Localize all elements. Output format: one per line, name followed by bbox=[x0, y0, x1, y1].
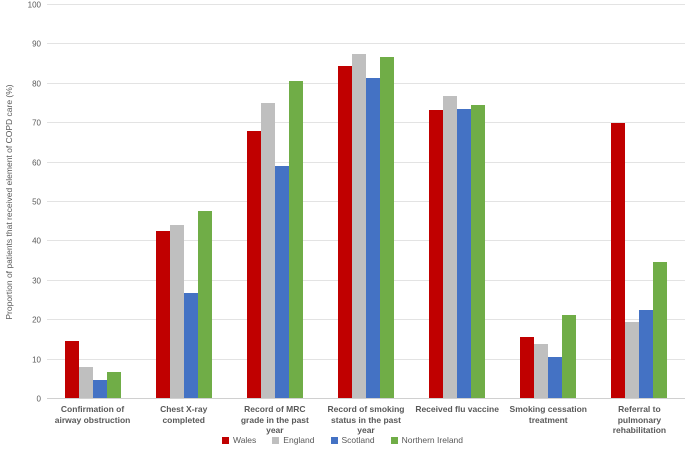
y-tick-label: 70 bbox=[32, 118, 41, 128]
bar-northern-ireland bbox=[106, 372, 121, 398]
bar-groups bbox=[47, 5, 685, 398]
legend-swatch-icon bbox=[390, 436, 398, 444]
bar-northern-ireland bbox=[471, 105, 486, 398]
y-tick-label: 80 bbox=[32, 79, 41, 89]
x-category-label: Referral to pulmonary rehabilitation bbox=[612, 404, 667, 436]
bar-northern-ireland bbox=[288, 81, 303, 398]
bar-scotland bbox=[92, 379, 107, 398]
bar-wales bbox=[429, 110, 444, 398]
legend-item: Wales bbox=[221, 435, 257, 445]
y-tick-label: 90 bbox=[32, 39, 41, 49]
bar-northern-ireland bbox=[379, 56, 394, 398]
y-tick-label: 20 bbox=[32, 315, 41, 325]
bar-group bbox=[503, 5, 594, 398]
bar-northern-ireland bbox=[197, 210, 212, 398]
legend-label: Scotland bbox=[341, 435, 375, 445]
bar-scotland bbox=[639, 309, 654, 398]
bar-scotland bbox=[457, 109, 472, 398]
bar-england bbox=[351, 54, 366, 398]
gridline bbox=[47, 4, 685, 5]
y-axis-ticks: 0 10 20 30 40 50 60 70 80 90 100 bbox=[26, 1, 44, 404]
x-category-label: Chest X-ray completed bbox=[160, 404, 208, 425]
legend-item: England bbox=[272, 435, 315, 445]
bar-wales bbox=[64, 341, 79, 398]
legend-swatch-icon bbox=[330, 436, 338, 444]
x-category-label: Confirmation of airway obstruction bbox=[54, 404, 131, 425]
y-tick-label: 40 bbox=[32, 236, 41, 246]
y-axis-title: Proportion of patients that received ele… bbox=[4, 84, 14, 320]
legend-item: Scotland bbox=[330, 435, 375, 445]
bar-england bbox=[534, 343, 549, 398]
y-tick-label: 60 bbox=[32, 158, 41, 168]
bar-wales bbox=[155, 230, 170, 398]
bar-england bbox=[169, 225, 184, 398]
x-axis-category-labels: Confirmation of airway obstruction Chest … bbox=[47, 404, 685, 436]
y-tick-label: 30 bbox=[32, 276, 41, 286]
bar-group bbox=[138, 5, 229, 398]
bar-group bbox=[320, 5, 411, 398]
x-category-label: Record of MRC grade in the past year bbox=[240, 404, 309, 436]
bar-scotland bbox=[548, 356, 563, 398]
bar-wales bbox=[246, 130, 261, 398]
bar-group bbox=[229, 5, 320, 398]
legend-label: England bbox=[283, 435, 315, 445]
bar-england bbox=[625, 322, 640, 398]
bar-england bbox=[260, 103, 275, 398]
bar-england bbox=[78, 366, 93, 398]
bar-group bbox=[412, 5, 503, 398]
bar-group bbox=[47, 5, 138, 398]
y-tick-label: 0 bbox=[36, 394, 41, 404]
bar-scotland bbox=[274, 166, 289, 398]
x-category-label: Smoking cessation treatment bbox=[509, 404, 587, 425]
legend-label: Northern Ireland bbox=[401, 435, 464, 445]
bar-wales bbox=[337, 65, 352, 398]
bar-group bbox=[594, 5, 685, 398]
bar-wales bbox=[520, 337, 535, 398]
legend-item: Northern Ireland bbox=[390, 435, 464, 445]
gridline bbox=[47, 43, 685, 45]
bar-northern-ireland bbox=[653, 262, 668, 398]
y-tick-label: 100 bbox=[27, 0, 41, 10]
legend-swatch-icon bbox=[272, 436, 280, 444]
x-axis-line bbox=[47, 398, 685, 399]
bar-northern-ireland bbox=[562, 315, 577, 398]
bar-wales bbox=[611, 122, 626, 398]
bar-england bbox=[443, 96, 458, 398]
legend: Wales England Scotland Northern Ireland bbox=[0, 435, 685, 445]
bar-scotland bbox=[365, 78, 380, 398]
x-category-label: Received flu vaccine bbox=[415, 404, 499, 414]
legend-swatch-icon bbox=[221, 436, 229, 444]
y-tick-label: 50 bbox=[32, 197, 41, 207]
bar-scotland bbox=[183, 292, 198, 398]
x-category-label: Record of smoking status in the past yea… bbox=[327, 404, 405, 436]
plot-area bbox=[47, 4, 685, 399]
legend-label: Wales bbox=[232, 435, 257, 445]
y-tick-label: 10 bbox=[32, 355, 41, 365]
